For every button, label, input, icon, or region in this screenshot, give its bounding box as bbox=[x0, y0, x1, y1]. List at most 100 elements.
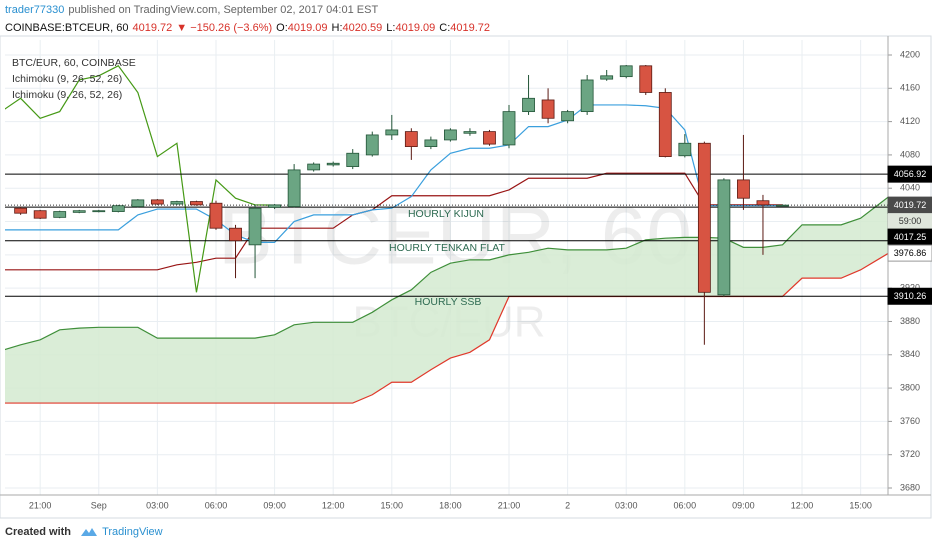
candle-body bbox=[639, 65, 653, 93]
price-label-bg bbox=[887, 165, 932, 183]
legend-entry: Ichimoku (9, 26, 52, 26) bbox=[12, 89, 122, 101]
author[interactable]: trader77330 bbox=[5, 4, 65, 16]
candle-body bbox=[307, 163, 321, 171]
y-tick-label: 4160 bbox=[900, 83, 920, 93]
candle-body bbox=[72, 210, 86, 213]
x-tick-label: 15:00 bbox=[381, 500, 404, 510]
x-tick-label: 03:00 bbox=[615, 500, 638, 510]
candle-body bbox=[580, 79, 594, 113]
candle-body bbox=[229, 227, 242, 242]
price-label: 4019.72 bbox=[894, 200, 927, 210]
candle-body bbox=[444, 129, 457, 141]
candle-body bbox=[326, 162, 340, 166]
candle-body bbox=[404, 131, 418, 147]
brand[interactable]: TradingView bbox=[102, 526, 163, 538]
legend-entry: Ichimoku (9, 26, 52, 26) bbox=[12, 73, 122, 85]
candle-body bbox=[483, 131, 496, 145]
candle-body bbox=[150, 199, 164, 205]
candle-body bbox=[14, 207, 28, 214]
candle-body bbox=[92, 210, 106, 213]
y-tick-label: 3840 bbox=[900, 349, 920, 359]
candle-body bbox=[502, 111, 516, 146]
x-tick-label: 09:00 bbox=[263, 500, 286, 510]
candle-body bbox=[346, 152, 360, 167]
candle-body bbox=[53, 211, 67, 218]
footer: Created with TradingView bbox=[5, 526, 163, 538]
candle-body bbox=[131, 199, 145, 207]
created-with: Created with bbox=[5, 526, 72, 538]
y-tick-label: 4120 bbox=[900, 116, 920, 126]
ohlc-value: 4019.09 bbox=[395, 22, 436, 34]
x-tick-label: 03:00 bbox=[146, 500, 169, 510]
candle-body bbox=[522, 97, 535, 113]
countdown: 59:00 bbox=[899, 216, 922, 226]
indicator-line bbox=[5, 104, 783, 243]
y-tick-label: 3920 bbox=[900, 283, 920, 293]
y-tick-label: 3760 bbox=[900, 416, 920, 426]
countdown-bg bbox=[888, 213, 932, 230]
candle-body bbox=[678, 142, 692, 157]
candle-body bbox=[717, 179, 731, 296]
candle-body bbox=[776, 204, 789, 207]
candle-body bbox=[209, 202, 223, 229]
x-tick-label: 12:00 bbox=[322, 500, 345, 510]
price-label: 3910.26 bbox=[894, 291, 927, 301]
x-tick-label: Sep bbox=[91, 500, 107, 510]
change: ▼ −150.26 (−3.6%) bbox=[176, 22, 273, 34]
last: 4019.72 bbox=[132, 22, 173, 34]
candle-body bbox=[190, 201, 203, 206]
y-tick-label: 3800 bbox=[900, 382, 920, 392]
ohlc-label: H: bbox=[331, 22, 343, 34]
annotation: HOURLY SSB bbox=[415, 296, 482, 308]
x-tick-label: 21:00 bbox=[498, 500, 521, 510]
cloud bbox=[5, 197, 888, 404]
candle-body bbox=[111, 205, 125, 212]
ohlc-label: L: bbox=[386, 22, 396, 34]
x-tick-label: 21:00 bbox=[29, 500, 52, 510]
x-tick-label: 12:00 bbox=[791, 500, 814, 510]
candle-body bbox=[365, 134, 379, 156]
y-tick-label: 3880 bbox=[900, 316, 920, 326]
ohlc-value: 4020.59 bbox=[342, 22, 383, 34]
published: published on TradingView.com, September … bbox=[68, 4, 379, 16]
candle-body bbox=[541, 99, 555, 119]
ohlc-label: O: bbox=[276, 22, 288, 34]
y-tick-label: 4080 bbox=[900, 149, 920, 159]
symbol: COINBASE:BTCEUR, 60 bbox=[5, 22, 129, 34]
x-tick-label: 18:00 bbox=[439, 500, 462, 510]
candle-body bbox=[248, 207, 262, 246]
candle-body bbox=[385, 129, 399, 136]
indicator-line bbox=[5, 196, 888, 351]
x-tick-label: 06:00 bbox=[205, 500, 228, 510]
candle-body bbox=[619, 65, 633, 78]
y-tick-label: 3680 bbox=[900, 482, 920, 492]
candle-body bbox=[658, 92, 672, 157]
symbol-line: COINBASE:BTCEUR, 60 4019.72 ▼ −150.26 (−3.… bbox=[5, 22, 490, 34]
y-tick-label: 4040 bbox=[900, 183, 920, 193]
x-tick-label: 2 bbox=[565, 500, 570, 510]
ohlc-value: 4019.09 bbox=[287, 22, 328, 34]
ohlc-label: C: bbox=[439, 22, 451, 34]
candle-body bbox=[737, 179, 750, 199]
candle-body bbox=[463, 131, 477, 134]
indicator-line bbox=[5, 172, 783, 271]
x-tick-label: 09:00 bbox=[732, 500, 755, 510]
candle-body bbox=[170, 201, 184, 205]
logo bbox=[81, 528, 98, 537]
candle-body bbox=[600, 75, 614, 80]
price-label-bg bbox=[887, 287, 932, 305]
candle-body bbox=[33, 210, 47, 219]
price-label-bg bbox=[887, 244, 932, 262]
ohlc-value: 4019.72 bbox=[450, 22, 491, 34]
price-label: 3976.86 bbox=[894, 248, 927, 258]
candle-body bbox=[287, 169, 301, 207]
header-line: trader77330 published on TradingView.com,… bbox=[5, 4, 378, 16]
candle-body bbox=[756, 200, 770, 206]
price-label: 4017.25 bbox=[894, 232, 927, 242]
candle-body bbox=[561, 111, 575, 122]
candle-body bbox=[268, 204, 281, 208]
chart-frame bbox=[0, 35, 932, 519]
